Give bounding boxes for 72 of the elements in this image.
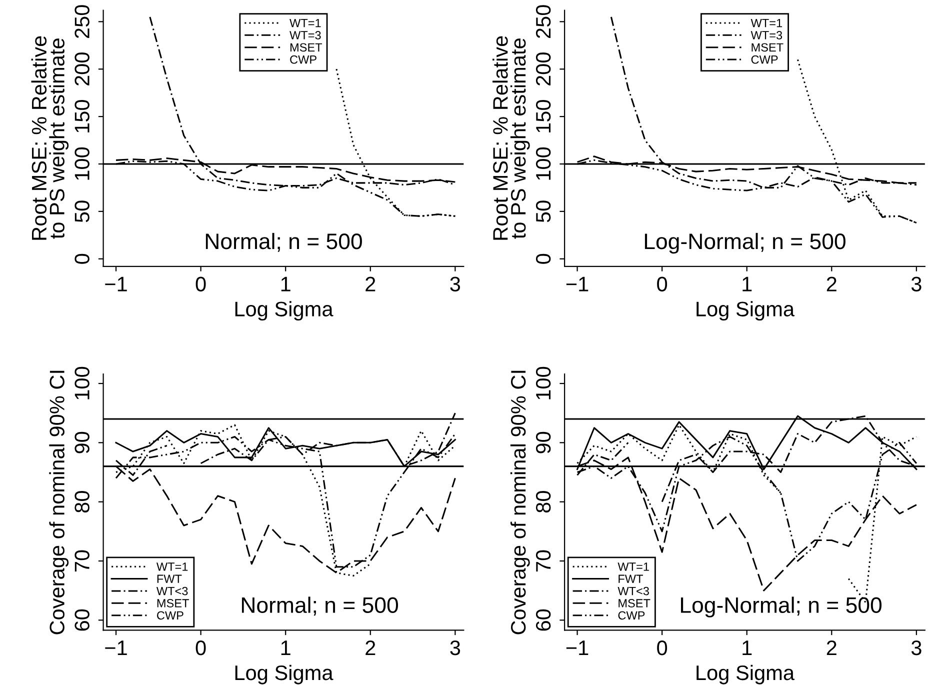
y-tick-label: 0 bbox=[536, 254, 551, 264]
y-axis-title: Coverage of nominal 90% CI bbox=[49, 370, 69, 634]
legend-label: CWP bbox=[290, 55, 316, 64]
legend-label: MSET bbox=[752, 43, 784, 52]
legend-label: CWP bbox=[751, 55, 778, 64]
y-tick-label: 200 bbox=[74, 52, 90, 86]
legend-label: MSET bbox=[157, 599, 189, 608]
x-tick-label: 0 bbox=[657, 640, 668, 656]
x-tick-label: 0 bbox=[196, 640, 206, 656]
y-tick-label: 100 bbox=[74, 147, 90, 180]
y-tick-label: 90 bbox=[536, 432, 551, 454]
y-tick-label: 90 bbox=[74, 432, 90, 454]
x-tick-label: 2 bbox=[826, 276, 836, 292]
x-tick-label: 3 bbox=[450, 276, 460, 292]
y-tick-label: 100 bbox=[536, 147, 551, 180]
annotation: Normal; n = 500 bbox=[242, 596, 398, 616]
legend-label: WT=1 bbox=[156, 562, 188, 571]
y-tick-label: 60 bbox=[536, 609, 551, 631]
y-tick-label: 50 bbox=[74, 200, 90, 222]
legend-label: WT=1 bbox=[290, 18, 321, 28]
x-tick-label: 3 bbox=[911, 640, 922, 656]
x-tick-label: 3 bbox=[911, 276, 922, 292]
x-tick-label: 0 bbox=[196, 276, 206, 292]
y-axis-title: Root MSE: % Relative to PS weight estimate bbox=[31, 36, 69, 240]
legend-label: WT<3 bbox=[618, 586, 649, 596]
x-tick-label: 3 bbox=[450, 640, 460, 656]
y-tick-label: 50 bbox=[536, 200, 551, 222]
x-axis-title: Log Sigma bbox=[235, 301, 334, 321]
x-tick-label: 1 bbox=[281, 276, 290, 292]
annotation: Normal; n = 500 bbox=[206, 232, 362, 252]
x-tick-label: −1 bbox=[566, 276, 588, 292]
legend-label: WT=1 bbox=[750, 18, 782, 28]
x-tick-label: 1 bbox=[742, 640, 752, 656]
y-tick-label: 250 bbox=[536, 5, 551, 38]
annotation: Log-Normal; n = 500 bbox=[681, 596, 882, 618]
x-axis-title: Log Sigma bbox=[696, 301, 795, 321]
y-tick-label: 70 bbox=[536, 550, 551, 572]
x-tick-label: 2 bbox=[366, 640, 376, 656]
y-axis-title: Root MSE: % Relative to PS weight estimate bbox=[492, 36, 530, 240]
legend-label: CWP bbox=[157, 611, 184, 620]
legend-label: WT<3 bbox=[156, 586, 188, 596]
y-tick-label: 80 bbox=[74, 491, 90, 512]
y-tick-label: 0 bbox=[74, 254, 90, 264]
x-tick-label: −1 bbox=[105, 640, 127, 656]
y-tick-label: 100 bbox=[536, 366, 551, 400]
x-tick-label: −1 bbox=[105, 276, 127, 292]
legend-label: MSET bbox=[290, 43, 322, 52]
y-tick-label: 200 bbox=[536, 52, 551, 86]
x-tick-label: 2 bbox=[826, 640, 836, 656]
legend-label: WT=3 bbox=[750, 31, 782, 40]
x-tick-label: −1 bbox=[566, 640, 588, 656]
legend-label: FWT bbox=[157, 574, 182, 583]
y-tick-label: 100 bbox=[74, 366, 90, 400]
y-tick-label: 150 bbox=[536, 100, 551, 132]
y-tick-label: 80 bbox=[536, 491, 551, 512]
x-tick-label: 2 bbox=[366, 276, 376, 292]
x-axis-title: Log Sigma bbox=[235, 664, 334, 684]
y-tick-label: 150 bbox=[74, 100, 90, 132]
y-tick-label: 250 bbox=[74, 5, 90, 38]
x-tick-label: 1 bbox=[281, 640, 290, 656]
y-tick-label: 60 bbox=[74, 609, 90, 631]
x-axis-title: Log Sigma bbox=[696, 664, 795, 684]
legend-label: CWP bbox=[618, 611, 645, 620]
y-tick-label: 70 bbox=[74, 550, 90, 572]
y-axis-title: Coverage of nominal 90% CI bbox=[510, 370, 530, 634]
legend-label: WT=3 bbox=[290, 31, 321, 40]
x-tick-label: 0 bbox=[657, 276, 668, 292]
legend-label: MSET bbox=[618, 599, 650, 608]
legend-label: FWT bbox=[618, 574, 643, 583]
annotation: Log-Normal; n = 500 bbox=[644, 232, 846, 254]
x-tick-label: 1 bbox=[742, 276, 752, 292]
legend-label: WT=1 bbox=[618, 562, 649, 571]
